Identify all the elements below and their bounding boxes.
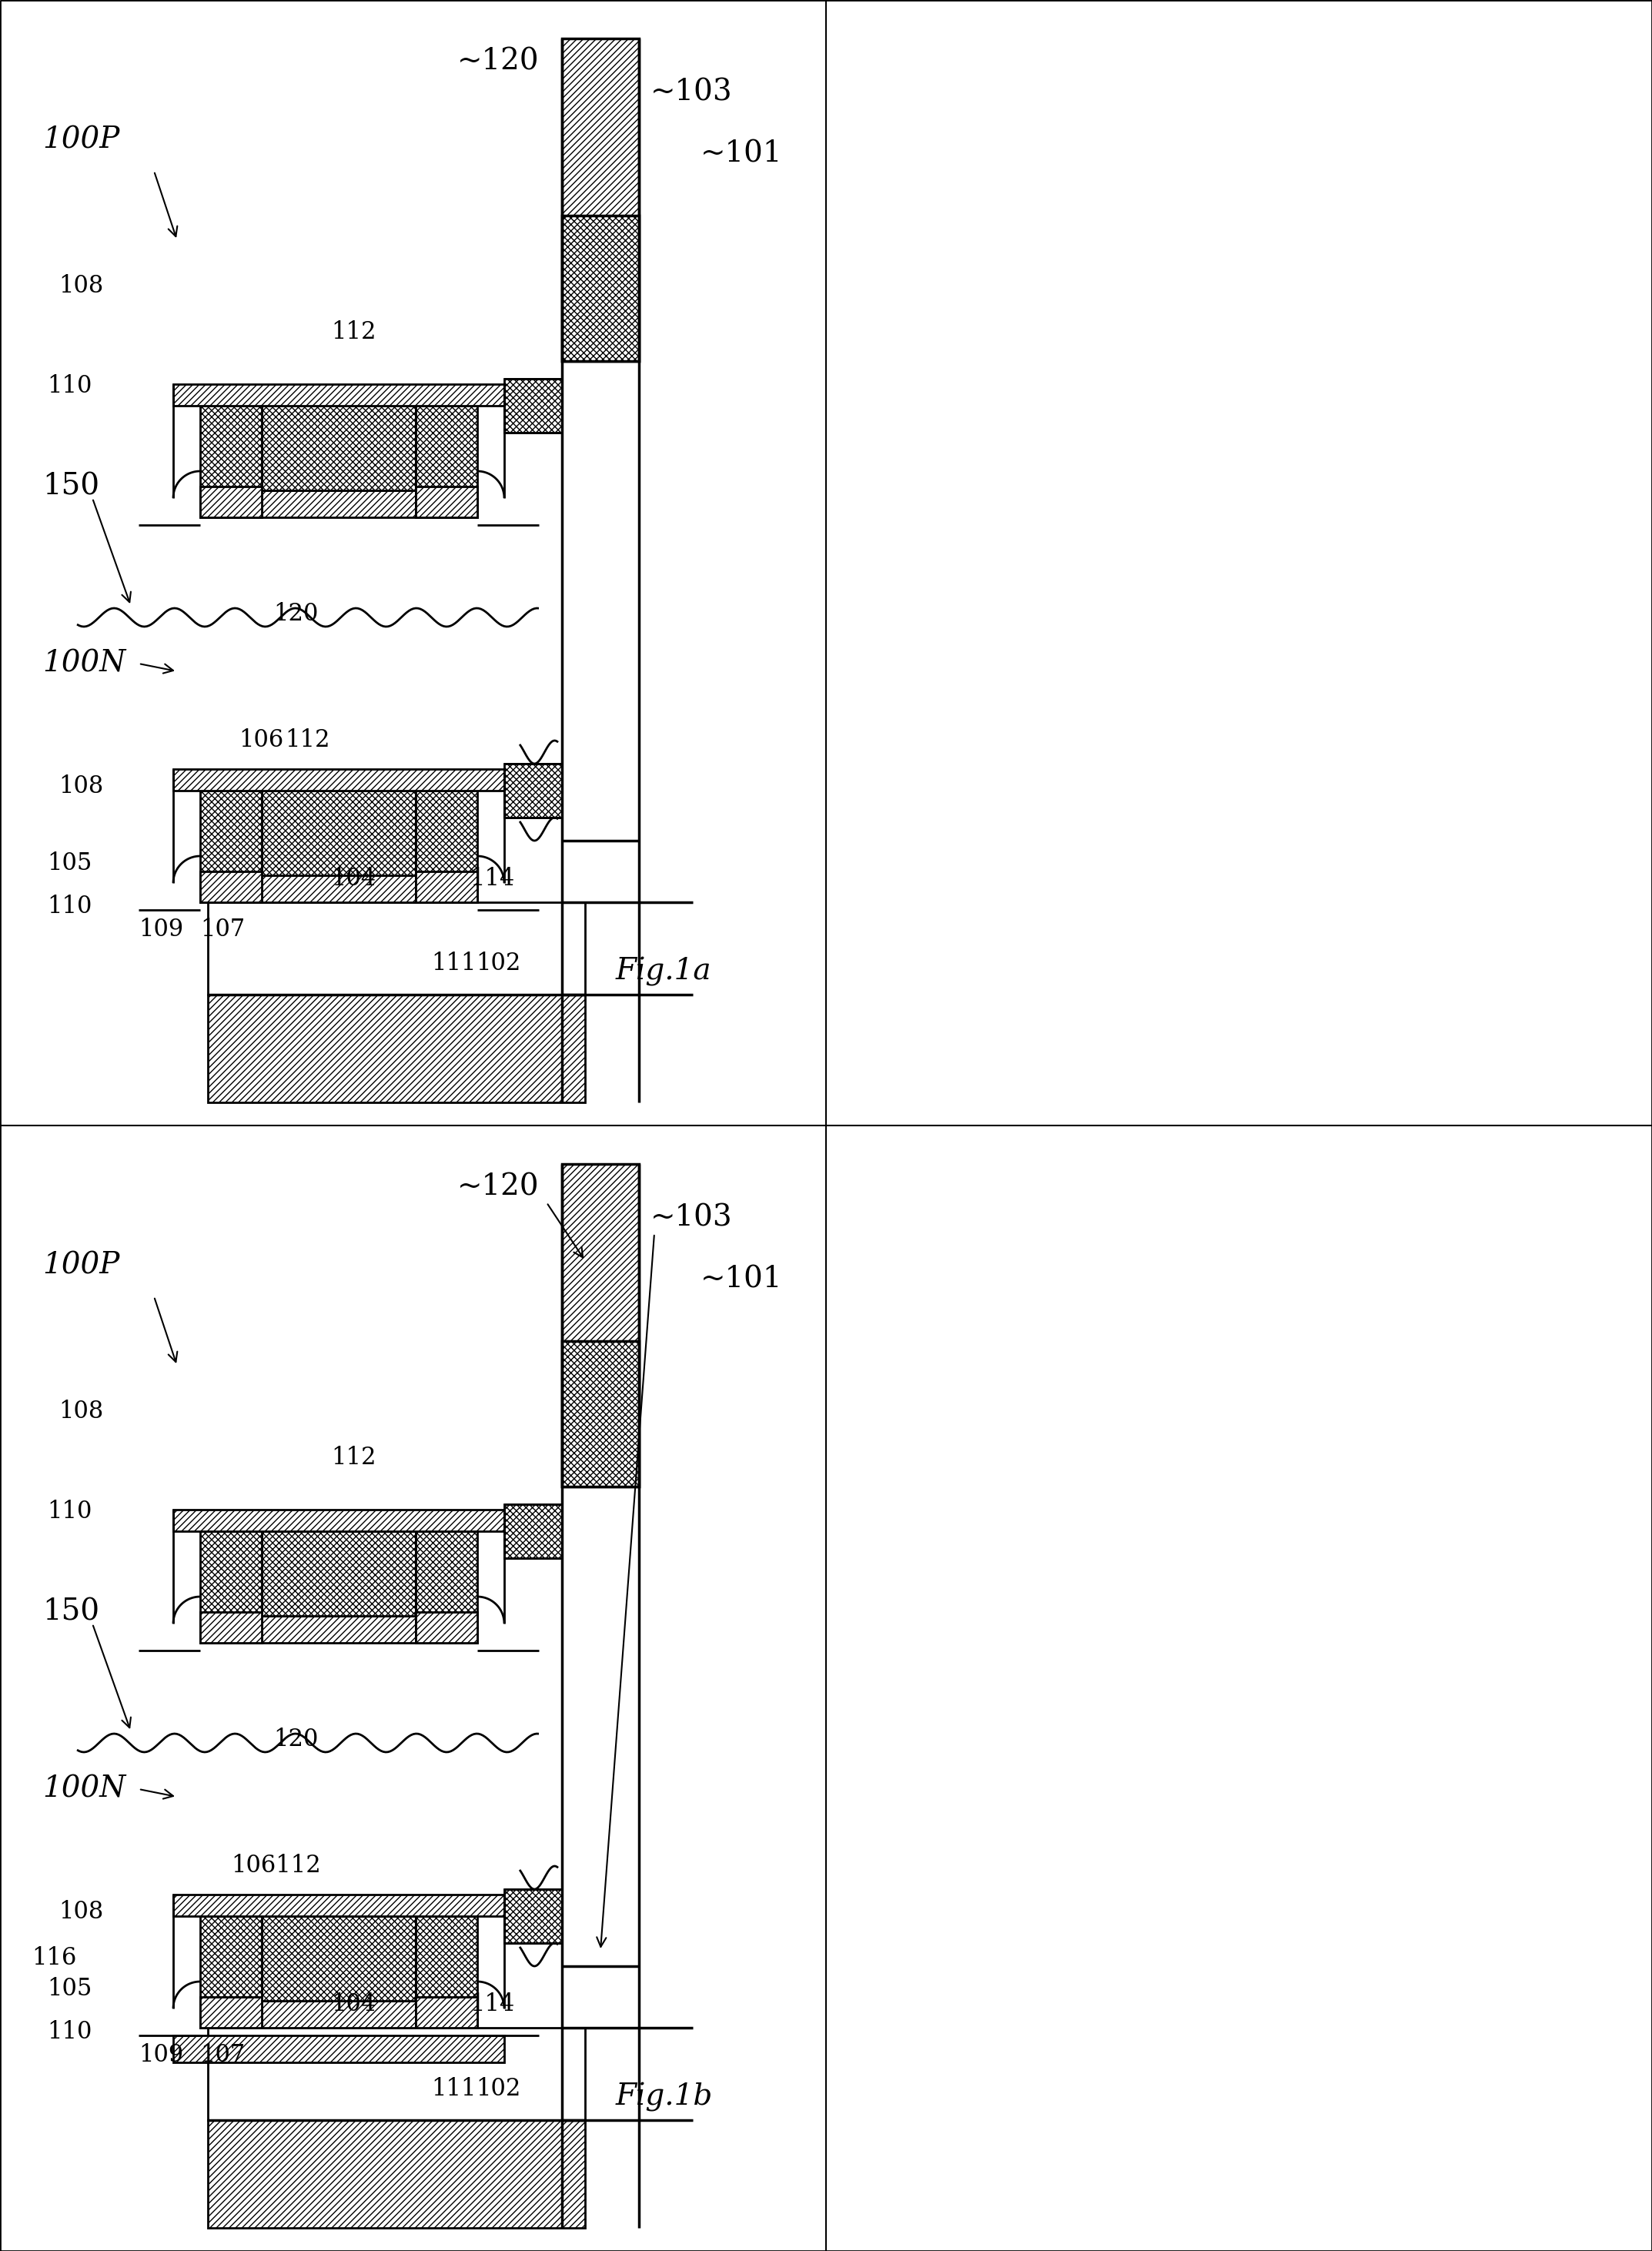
Text: 100P: 100P [43, 1252, 119, 1281]
Bar [200, 871, 261, 903]
Text: 100P: 100P [43, 126, 119, 155]
Bar [261, 1531, 416, 1616]
Text: 104: 104 [330, 1992, 375, 2017]
Text: 116: 116 [31, 1947, 78, 1970]
Bar [200, 1612, 261, 1643]
Text: ~120: ~120 [458, 47, 539, 77]
Bar [562, 1342, 639, 1486]
Bar [208, 903, 585, 995]
Text: 106112: 106112 [231, 1855, 320, 1877]
Text: Fig.1b: Fig.1b [616, 2082, 714, 2111]
Bar [200, 486, 261, 518]
Text: 105: 105 [48, 851, 93, 876]
Text: 110: 110 [48, 894, 93, 918]
Text: 107: 107 [200, 916, 244, 941]
Bar [261, 491, 416, 518]
Bar [261, 1616, 416, 1643]
Bar [261, 1916, 416, 2001]
Bar [261, 876, 416, 903]
Bar [200, 790, 261, 903]
Bar [200, 1531, 261, 1643]
Text: ~120: ~120 [458, 1173, 539, 1202]
Text: 102: 102 [476, 952, 520, 975]
Text: 108: 108 [59, 774, 104, 799]
Bar [416, 790, 477, 903]
Text: 120: 120 [273, 1727, 319, 1751]
Text: 100N: 100N [43, 1774, 126, 1803]
Bar [504, 1889, 562, 1943]
Text: ~101: ~101 [700, 1265, 783, 1294]
Bar [562, 1164, 639, 1486]
Text: 120: 120 [273, 601, 319, 626]
Text: 108: 108 [59, 1400, 104, 1425]
Bar [261, 790, 416, 876]
Bar [208, 2120, 585, 2228]
Text: 114: 114 [469, 867, 514, 891]
Text: Fig.1a: Fig.1a [616, 957, 712, 986]
Bar [173, 1895, 504, 1916]
Text: ~101: ~101 [700, 140, 783, 169]
Bar [173, 770, 504, 790]
Bar [173, 2035, 504, 2062]
Text: 112: 112 [284, 729, 330, 752]
Bar [416, 486, 477, 518]
Text: 110: 110 [48, 1499, 93, 1524]
Bar [173, 385, 504, 405]
Bar [416, 405, 477, 518]
Bar [416, 1531, 477, 1643]
Text: ~103: ~103 [651, 79, 732, 106]
Text: 112: 112 [330, 1445, 377, 1470]
Text: 107: 107 [200, 2042, 244, 2066]
Bar [416, 871, 477, 903]
Bar [562, 216, 639, 360]
Text: 114: 114 [469, 1992, 514, 2017]
Text: 108: 108 [59, 275, 104, 299]
Bar [504, 763, 562, 817]
Text: 150: 150 [43, 473, 99, 500]
Bar [562, 38, 639, 360]
Text: 109: 109 [139, 2042, 183, 2066]
Text: 104: 104 [330, 867, 375, 891]
Text: 150: 150 [43, 1598, 99, 1625]
Bar [504, 1504, 562, 1558]
Bar [261, 405, 416, 491]
Bar [200, 1997, 261, 2028]
Bar [416, 1916, 477, 2028]
Bar [208, 2028, 585, 2120]
Text: 110: 110 [48, 2019, 93, 2044]
Text: 111: 111 [431, 952, 476, 975]
Bar [416, 1612, 477, 1643]
Bar [208, 995, 585, 1103]
Text: 105: 105 [48, 1976, 93, 2001]
Bar [261, 2001, 416, 2028]
Text: 100N: 100N [43, 648, 126, 678]
Text: 106: 106 [238, 729, 284, 752]
Text: 112: 112 [330, 320, 377, 344]
Bar [173, 1510, 504, 1531]
Bar [200, 405, 261, 518]
Text: 108: 108 [59, 1900, 104, 1925]
Text: 110: 110 [48, 374, 93, 398]
Text: 111: 111 [431, 2078, 476, 2100]
Bar [416, 1997, 477, 2028]
Bar [200, 1916, 261, 2028]
Bar [504, 378, 562, 432]
Text: 102: 102 [476, 2078, 520, 2100]
Text: ~103: ~103 [651, 1204, 732, 1231]
Text: 109: 109 [139, 916, 183, 941]
